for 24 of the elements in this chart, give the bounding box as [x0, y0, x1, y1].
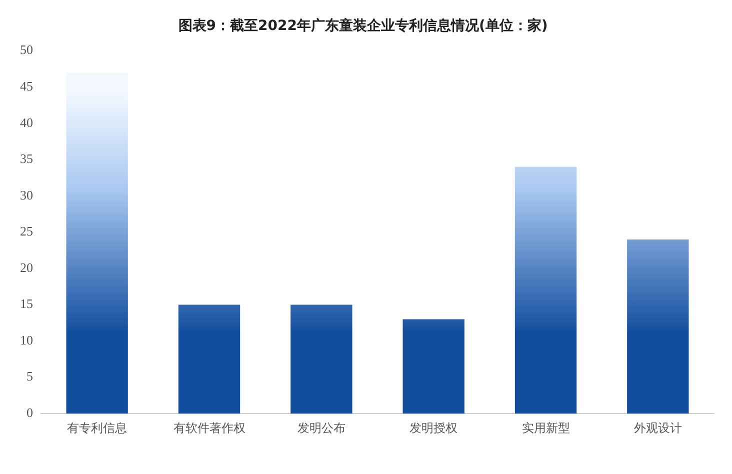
y-tick-label: 0: [26, 405, 33, 420]
x-tick-label: 外观设计: [634, 420, 682, 435]
x-tick-label: 实用新型: [522, 420, 570, 435]
y-tick-label: 50: [20, 42, 33, 58]
x-tick-label: 发明公布: [297, 420, 346, 435]
x-tick-label: 有软件著作权: [173, 420, 246, 435]
bar: [627, 239, 689, 414]
bar: [402, 319, 464, 414]
y-tick-label: 15: [20, 296, 33, 312]
bar: [514, 166, 577, 414]
x-tick-label: 发明授权: [410, 420, 458, 435]
bar: [290, 304, 352, 414]
y-tick-label: 30: [20, 187, 33, 202]
bar: [66, 72, 128, 414]
y-tick-label: 20: [20, 260, 33, 275]
y-tick-label: 45: [20, 78, 33, 94]
y-tick-label: 25: [20, 224, 33, 239]
y-tick-label: 5: [26, 368, 33, 384]
chart-title: 图表9：截至2022年广东童装企业专利信息情况(单位：家): [178, 17, 548, 34]
x-tick-label: 有专利信息: [67, 420, 128, 435]
y-tick-label: 40: [20, 114, 33, 130]
y-tick-label: 35: [20, 151, 33, 166]
y-tick-label: 10: [20, 332, 33, 348]
bar: [178, 304, 240, 414]
